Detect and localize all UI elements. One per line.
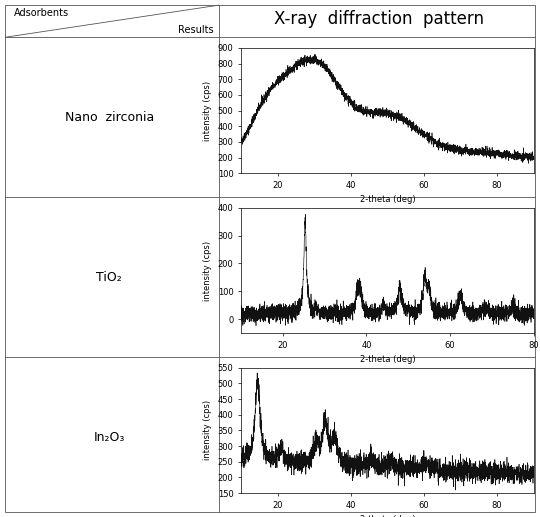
- Text: Nano  zirconia: Nano zirconia: [65, 111, 154, 124]
- Text: X-ray  diffraction  pattern: X-ray diffraction pattern: [274, 10, 484, 27]
- Y-axis label: intensity (cps): intensity (cps): [203, 240, 212, 300]
- X-axis label: 2-theta (deg): 2-theta (deg): [360, 515, 415, 517]
- Text: TiO₂: TiO₂: [97, 270, 122, 284]
- Text: In₂O₃: In₂O₃: [93, 431, 125, 444]
- Text: Adsorbents: Adsorbents: [14, 8, 69, 18]
- X-axis label: 2-theta (deg): 2-theta (deg): [360, 195, 415, 204]
- X-axis label: 2-theta (deg): 2-theta (deg): [360, 355, 415, 364]
- Y-axis label: intensity (cps): intensity (cps): [203, 400, 212, 461]
- Y-axis label: intensity (cps): intensity (cps): [203, 81, 212, 141]
- Text: Results: Results: [178, 25, 213, 35]
